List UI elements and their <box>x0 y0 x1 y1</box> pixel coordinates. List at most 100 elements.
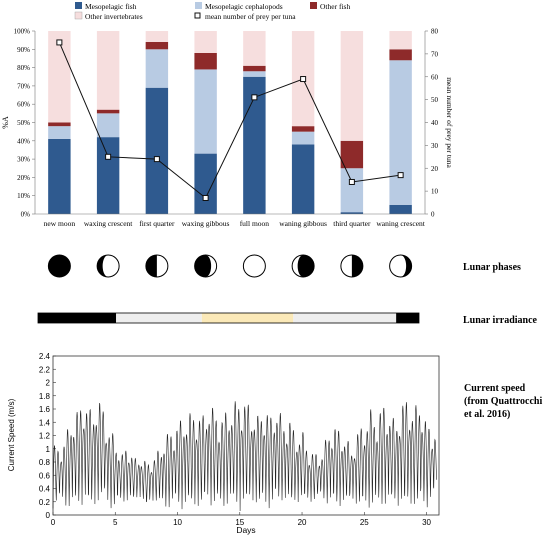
bar-segment-other-invertebrates <box>340 31 364 141</box>
bar-segment-other-invertebrates <box>389 31 412 50</box>
current-speed-series <box>52 401 437 512</box>
bar-segment-other-invertebrates <box>48 31 71 123</box>
bar-segment-other-fish <box>291 126 315 132</box>
bar-segment-other-invertebrates <box>96 31 120 110</box>
bar-segment-other-fish <box>389 49 412 61</box>
mean-prey-marker <box>300 76 307 83</box>
y-tick-label: 90% <box>17 46 30 54</box>
bar-segment-other-fish <box>194 52 217 70</box>
y2-tick-label: 60 <box>431 73 439 81</box>
x-category-label: waxing gibbous <box>182 219 230 228</box>
y-tick-label: 10% <box>17 192 30 200</box>
legend-label-mesopelagic-cephalopods: Mesopelagic cephalopods <box>205 2 283 11</box>
irradiance-segment <box>293 313 397 323</box>
lunar-irradiance-bar <box>37 312 420 324</box>
legend-label-other-fish: Other fish <box>320 2 350 11</box>
bar-segment-other-invertebrates <box>243 31 266 66</box>
bar-segment-other-fish <box>48 122 71 127</box>
x-category-label: waning crescent <box>376 219 425 228</box>
bar-segment-mesopelagic-fish <box>145 87 169 214</box>
bar-segment-other-fish <box>96 109 120 114</box>
current-y-tick-label: 1 <box>46 445 51 454</box>
y-tick-label: 20% <box>17 174 30 182</box>
current-y-tick-label: 0.4 <box>39 485 51 494</box>
mean-prey-polyline <box>58 42 401 199</box>
stacked-bar-chart: 0% 10% 20% 30% 40% 50% 60% 70% 80% 90% 100% 0 10 20 3… <box>1 28 454 229</box>
mean-prey-marker <box>251 94 258 101</box>
legend-marker-mean-line <box>194 12 201 19</box>
current-x-tick-label: 10 <box>173 518 182 527</box>
bar-segment-other-fish <box>340 140 364 169</box>
current-x-axis-label: Days <box>236 525 255 535</box>
y-tick-label: 100% <box>14 28 31 36</box>
bar-segment-mesopelagic-cephalopods <box>340 168 364 213</box>
bar-segment-other-invertebrates <box>145 31 169 42</box>
mean-prey-marker <box>153 156 160 163</box>
y-tick-label: 40% <box>17 137 30 145</box>
current-x-tick-label: 30 <box>422 518 431 527</box>
current-y-tick-label: 1.4 <box>39 418 51 427</box>
mean-prey-marker <box>202 194 209 201</box>
bar-segment-mesopelagic-fish <box>243 76 266 214</box>
waxing-gibbous-icon <box>194 254 218 278</box>
waning-crescent-icon <box>389 254 413 278</box>
bar-segment-other-fish <box>243 65 266 72</box>
irradiance-segment <box>38 313 117 323</box>
y2-tick-label: 30 <box>431 142 439 150</box>
mean-prey-marker <box>348 178 355 185</box>
y2-tick-label: 0 <box>431 211 435 219</box>
x-category-label: new moon <box>44 219 76 228</box>
bar-segment-mesopelagic-cephalopods <box>389 60 412 205</box>
current-y-tick-label: 1.8 <box>39 392 51 401</box>
y2-axis-label: mean number of prey per tuna <box>445 77 454 168</box>
legend-swatch-mesopelagic-fish <box>75 2 82 9</box>
x-category-label: first quarter <box>139 219 175 228</box>
mean-prey-line <box>56 39 404 201</box>
y2-tick-label: 40 <box>431 119 439 127</box>
legend-swatch-other-invertebrates <box>74 11 83 20</box>
legend-swatch-mesopelagic-cephalopods <box>195 2 202 9</box>
irradiance-segment <box>201 313 294 323</box>
legend-swatch-other-fish <box>310 2 317 9</box>
current-x-tick-label: 0 <box>51 518 56 527</box>
current-y-tick-label: 1.2 <box>39 432 51 441</box>
mean-prey-marker <box>397 172 404 179</box>
current-y-tick-label: 0.2 <box>39 498 51 507</box>
bar-segment-mesopelagic-cephalopods <box>96 113 120 138</box>
irradiance-frame <box>37 312 420 324</box>
y2-axis-ticks: 0 10 20 30 40 50 60 70 80 <box>425 28 439 219</box>
x-category-label: waxing crescent <box>84 219 133 228</box>
new-moon-icon <box>47 254 71 278</box>
lunar-irradiance-label: Lunar irradiance <box>463 315 538 326</box>
bar-segment-mesopelagic-cephalopods <box>194 69 217 154</box>
bar-segment-mesopelagic-cephalopods <box>243 71 266 77</box>
bars <box>48 31 412 214</box>
waning-gibbous-icon <box>291 254 315 278</box>
current-x-tick-label: 5 <box>113 518 118 527</box>
legend-label-mean-line: mean number of prey per tuna <box>205 12 296 21</box>
current-y-tick-label: 0 <box>46 511 51 520</box>
current-axis-ticks: 0 0.2 0.4 0.6 0.8 1 1.2 1.4 1.6 1.8 2 2.2 2.4 0 5 10 15 2… <box>39 352 432 527</box>
current-speed-chart: 0 0.2 0.4 0.6 0.8 1 1.2 1.4 1.6 1.8 2 2.2 2.4 0 5 10 15 2… <box>7 352 440 535</box>
y-tick-label: 60% <box>17 101 30 109</box>
y-tick-label: 70% <box>17 82 30 90</box>
bar-segment-other-invertebrates <box>194 31 217 53</box>
bar-segment-mesopelagic-fish <box>389 204 412 214</box>
y2-tick-label: 10 <box>431 188 439 196</box>
mean-prey-marker <box>105 153 112 160</box>
lunar-phases-label: Lunar phases <box>463 262 521 273</box>
legend: Mesopelagic fish Other invertebrates Mes… <box>74 2 350 21</box>
bar-segment-mesopelagic-fish <box>48 138 71 214</box>
legend-label-mesopelagic-fish: Mesopelagic fish <box>85 2 137 11</box>
bar-segment-other-fish <box>145 41 169 50</box>
current-speed-label-line2: (from Quattrocchi <box>464 396 542 407</box>
current-y-tick-label: 2 <box>46 379 51 388</box>
current-x-tick-label: 25 <box>360 518 369 527</box>
current-y-tick-label: 0.8 <box>39 458 51 467</box>
lunar-phase-icons <box>47 254 413 278</box>
y-tick-label: 30% <box>17 156 30 164</box>
current-y-axis-label: Current Speed (m/s) <box>7 398 16 471</box>
current-speed-label-line1: Current speed <box>464 383 526 394</box>
current-speed-label-line3: et al. 2016) <box>464 409 510 420</box>
